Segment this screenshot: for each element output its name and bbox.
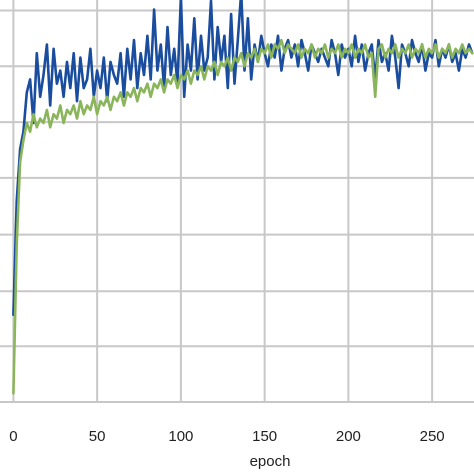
series-line-2 (12, 38, 474, 395)
x-tick-label: 250 (420, 428, 445, 445)
series-line-1 (12, 0, 474, 317)
x-tick-label: 150 (252, 428, 277, 445)
x-tick-label: 200 (336, 428, 361, 445)
x-tick-label: 0 (9, 428, 17, 445)
x-axis-label: epoch (250, 453, 291, 470)
x-tick-label: 50 (89, 428, 106, 445)
x-tick-label: 100 (168, 428, 193, 445)
x-tick-labels: 0 50 100 150 200 250 (9, 428, 444, 445)
series-group (12, 0, 474, 395)
